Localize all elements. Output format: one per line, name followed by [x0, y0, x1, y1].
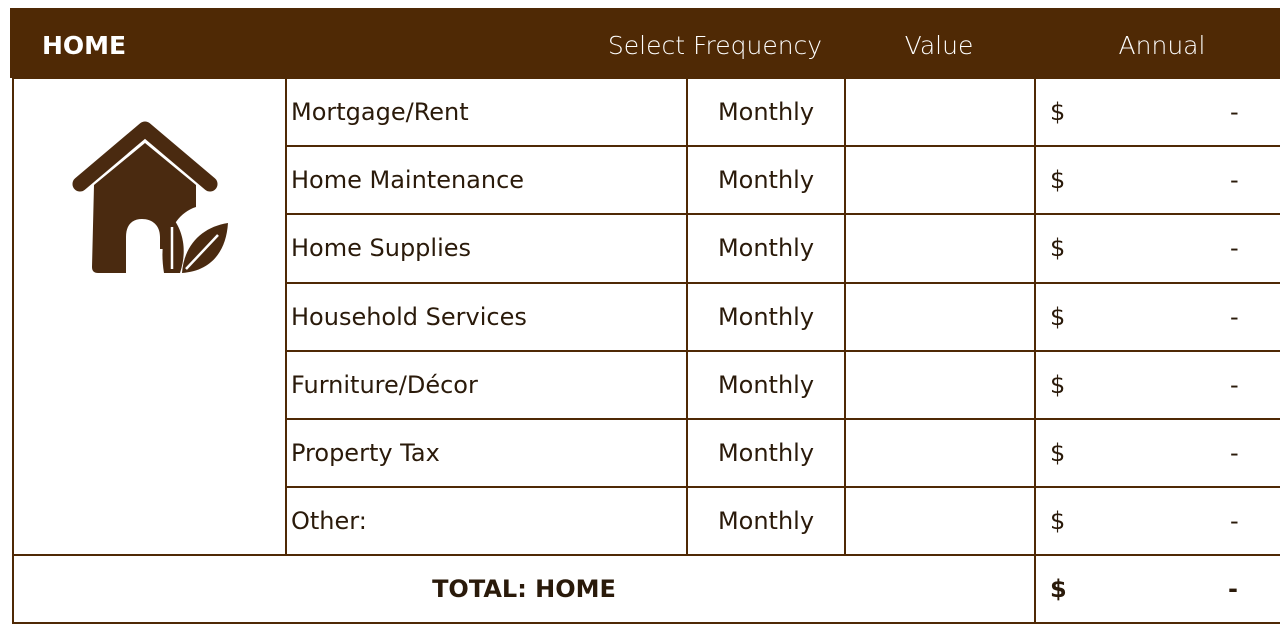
row-value [844, 145, 1036, 216]
row-currency: $ [1050, 234, 1066, 263]
total-annual-cell: $ - [1034, 554, 1280, 624]
column-header: Select Frequency [607, 31, 823, 60]
row-currency: $ [1050, 302, 1066, 331]
icon-cell [12, 77, 287, 556]
row-annual-cell: $ - [1034, 281, 1280, 352]
row-currency: $ [1050, 166, 1066, 195]
row-annual-cell: $ - [1034, 145, 1280, 216]
column-header: Annual [1118, 31, 1206, 60]
total-label: TOTAL: HOME [12, 554, 1036, 624]
row-value [844, 213, 1036, 284]
row-frequency: Monthly [686, 145, 846, 216]
row-currency: $ [1050, 370, 1066, 399]
row-value [844, 486, 1036, 557]
row-value [844, 349, 1036, 420]
row-annual-cell: $ - [1034, 349, 1280, 420]
row-annual: - [1230, 98, 1239, 127]
total-annual: - [1228, 575, 1238, 603]
row-frequency: Monthly [686, 281, 846, 352]
house-icon [72, 121, 228, 273]
row-annual: - [1230, 166, 1239, 195]
row-label: Other: [285, 486, 688, 557]
header-title: HOME [42, 31, 127, 60]
row-annual-cell: $ - [1034, 418, 1280, 489]
row-frequency: Monthly [686, 349, 846, 420]
row-label: Furniture/Décor [285, 349, 688, 420]
row-value [844, 418, 1036, 489]
row-frequency: Monthly [686, 77, 846, 148]
row-annual: - [1230, 234, 1239, 263]
row-label: Home Supplies [285, 213, 688, 284]
row-label: Mortgage/Rent [285, 77, 688, 148]
row-label: Property Tax [285, 418, 688, 489]
row-annual-cell: $ - [1034, 77, 1280, 148]
row-annual-cell: $ - [1034, 213, 1280, 284]
row-currency: $ [1050, 507, 1066, 536]
row-currency: $ [1050, 98, 1066, 127]
total-currency: $ [1050, 575, 1067, 603]
row-annual: - [1230, 439, 1239, 468]
row-annual: - [1230, 370, 1239, 399]
row-value [844, 77, 1036, 148]
row-label: Home Maintenance [285, 145, 688, 216]
row-frequency: Monthly [686, 486, 846, 557]
row-currency: $ [1050, 439, 1066, 468]
row-value [844, 281, 1036, 352]
row-frequency: Monthly [686, 213, 846, 284]
row-annual: - [1230, 507, 1239, 536]
row-label: Household Services [285, 281, 688, 352]
column-header: Value [904, 31, 974, 60]
row-annual: - [1230, 302, 1239, 331]
row-annual-cell: $ - [1034, 486, 1280, 557]
row-frequency: Monthly [686, 418, 846, 489]
header-bar: HOME Select Frequency Value Annual [10, 8, 1280, 78]
